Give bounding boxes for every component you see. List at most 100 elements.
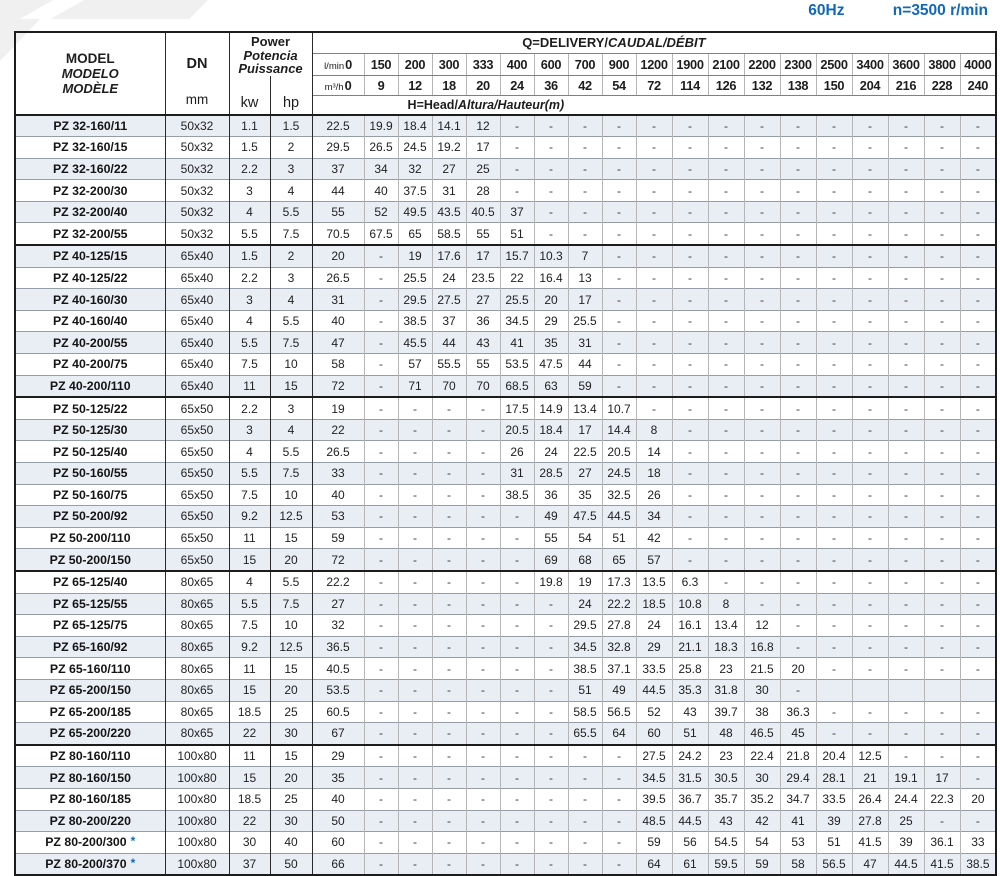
model-header-en: MODEL — [65, 50, 115, 66]
kw-cell: 3 — [229, 418, 271, 441]
head-cell: - — [815, 136, 853, 159]
pump-row: PZ 80-200/370 * 100x80 37 50 66- - - - - - - -64 61 59… — [15, 852, 997, 876]
head-cell: 41.5 — [923, 852, 961, 876]
head-cell: - — [887, 483, 925, 506]
pump-row: PZ 32-160/15 50x32 1.5 2 29.5 26.5 24.5 19.2 17-… — [15, 136, 997, 159]
head-cell: 65.5 — [567, 722, 603, 745]
head-cell: 64 — [635, 852, 673, 876]
head-cell: 14.4 — [601, 418, 637, 441]
head-cell: 46.5 — [743, 722, 781, 745]
head-cell: - — [671, 113, 709, 137]
head-cell: - — [851, 700, 889, 723]
head-cell: 59.5 — [707, 852, 745, 876]
head-cell: - — [671, 440, 709, 463]
head-cell: 29 — [311, 743, 365, 767]
head-cell: - — [851, 483, 889, 506]
model-cell: PZ 40-125/22 — [15, 266, 166, 289]
head-cell: - — [397, 743, 433, 767]
head-cell: - — [397, 396, 433, 420]
head-cell: - — [743, 592, 781, 615]
lmin-tick-600: 600 — [533, 53, 569, 77]
head-cell: 49.5 — [397, 200, 433, 223]
head-cell: - — [887, 743, 925, 767]
head-cell: 44.5 — [887, 852, 925, 876]
pump-row: PZ 50-125/40 65x50 4 5.5 26.5- - - -26 24 22.5 20.… — [15, 440, 997, 463]
head-cell: - — [363, 396, 399, 420]
head-cell: 34.5 — [567, 635, 603, 658]
head-cell: 25.5 — [397, 266, 433, 289]
head-cell: 55.5 — [431, 353, 467, 376]
head-cell: - — [533, 614, 569, 637]
head-cell: - — [363, 569, 399, 594]
head-cell: - — [815, 635, 853, 658]
head-cell: - — [363, 374, 399, 398]
head-cell: - — [601, 288, 637, 311]
head-cell: 24 — [567, 592, 603, 615]
head-cell: - — [567, 809, 603, 832]
head-cell: 27.8 — [601, 614, 637, 637]
head-cell: - — [743, 331, 781, 354]
lmin-tick-1900: 1900 — [671, 53, 709, 77]
head-cell: 13.4 — [567, 396, 603, 420]
spec-header: 60Hz n=3500 r/min — [808, 2, 988, 20]
head-cell: 18.5 — [635, 592, 673, 615]
m3h-tick-9: 9 — [363, 75, 399, 96]
head-cell: - — [923, 483, 961, 506]
kw-cell: 30 — [229, 831, 271, 854]
head-cell: - — [779, 548, 817, 571]
head-cell: - — [465, 505, 501, 528]
m3h-unit-label: m³/h — [324, 82, 344, 93]
model-cell: PZ 32-160/11 — [15, 113, 166, 137]
head-cell: 22.3 — [923, 787, 961, 810]
head-cell: 51 — [671, 722, 709, 745]
kw-cell: 7.5 — [229, 353, 271, 376]
head-cell: - — [397, 678, 433, 702]
m3h-tick-54: 54 — [601, 75, 637, 96]
head-cell: 45.5 — [397, 331, 433, 354]
head-cell: 13 — [567, 266, 603, 289]
head-cell: - — [887, 548, 925, 571]
head-cell: 59 — [311, 526, 365, 549]
head-cell: - — [779, 157, 817, 180]
head-cell: 8 — [707, 592, 745, 615]
head-cell: - — [743, 526, 781, 549]
head-cell: - — [533, 678, 569, 702]
head-cell: - — [923, 266, 961, 289]
m3h-tick-12: 12 — [397, 75, 433, 96]
head-cell: - — [363, 309, 399, 332]
head-cell: - — [923, 700, 961, 723]
head-cell: - — [707, 244, 745, 268]
head-cell: - — [363, 331, 399, 354]
head-cell: - — [707, 418, 745, 441]
hp-cell: 2 — [270, 136, 313, 159]
kw-cell: 18.5 — [229, 700, 271, 723]
head-cell: - — [465, 831, 501, 854]
head-cell: 44 — [311, 179, 365, 202]
head-cell: - — [923, 614, 961, 637]
kw-cell: 1.5 — [229, 136, 271, 159]
head-cell: - — [815, 722, 853, 745]
head-cell: - — [465, 657, 501, 680]
head-cell: - — [851, 440, 889, 463]
head-cell: - — [887, 592, 925, 615]
head-cell: 19.9 — [363, 113, 399, 137]
head-cell: 70 — [465, 374, 501, 398]
head-cell: - — [601, 743, 637, 767]
head-cell: 31 — [431, 179, 467, 202]
head-cell: 18.4 — [397, 113, 433, 137]
head-cell: 58 — [779, 852, 817, 876]
head-cell: - — [431, 809, 467, 832]
head-cell: - — [887, 353, 925, 376]
head-cell: 17 — [567, 288, 603, 311]
head-cell: - — [887, 374, 925, 398]
head-cell: 36 — [465, 309, 501, 332]
head-cell: - — [465, 396, 501, 420]
head-cell: 43 — [465, 331, 501, 354]
model-cell: PZ 80-200/220 — [15, 809, 166, 832]
head-cell: - — [815, 374, 853, 398]
m3h-tick-150: 150 — [815, 75, 853, 96]
head-cell: - — [363, 657, 399, 680]
head-cell: - — [743, 200, 781, 223]
head-cell: - — [923, 136, 961, 159]
head-cell: 12 — [465, 113, 501, 137]
